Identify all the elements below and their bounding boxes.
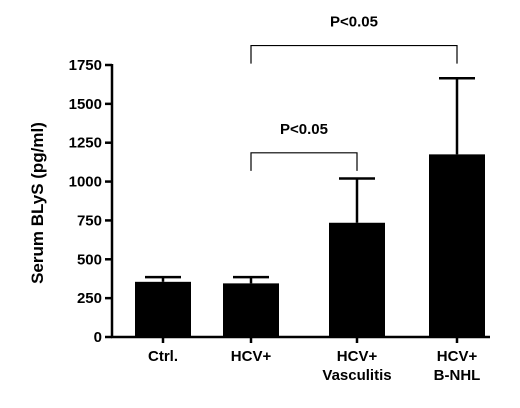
bars (135, 154, 485, 337)
p-value-label: P<0.05 (330, 14, 378, 31)
x-axis: Ctrl. HCV+ HCV+ Vasculitis HCV+ B-NHL (111, 335, 490, 384)
x-tick-label-hcv-bnhl: B-NHL (434, 367, 481, 384)
bar-ctrl (135, 281, 191, 337)
y-tick-label: 1500 (69, 96, 102, 113)
significance-bracket (250, 44, 458, 64)
error-bars (145, 76, 475, 284)
x-tick-label-ctrl: Ctrl. (148, 348, 178, 365)
y-axis-title: Serum BLyS (pg/ml) (28, 122, 47, 284)
y-axis: 0 250 500 750 1000 1250 1500 1750 (69, 57, 114, 346)
bar-hcv-bnhl (429, 154, 485, 337)
x-tick-label-hcv-vasculitis: HCV+ (337, 348, 378, 365)
y-tick-label: 1250 (69, 135, 102, 152)
y-tick-label: 500 (77, 251, 102, 268)
p-value-label: P<0.05 (280, 121, 328, 138)
y-tick-label: 0 (94, 329, 102, 346)
significance-brackets: P<0.05 P<0.05 (250, 14, 458, 171)
y-tick-label: 1750 (69, 57, 102, 74)
x-tick-label-hcv-bnhl: HCV+ (437, 348, 478, 365)
y-tick-label: 750 (77, 212, 102, 229)
x-tick-label-hcv-vasculitis: Vasculitis (322, 367, 391, 384)
bar-hcv (223, 283, 279, 337)
significance-bracket (250, 152, 358, 171)
y-tick-label: 1000 (69, 174, 102, 191)
bar-hcv-vasculitis (329, 222, 385, 337)
y-tick-label: 250 (77, 290, 102, 307)
x-tick-label-hcv: HCV+ (231, 348, 272, 365)
